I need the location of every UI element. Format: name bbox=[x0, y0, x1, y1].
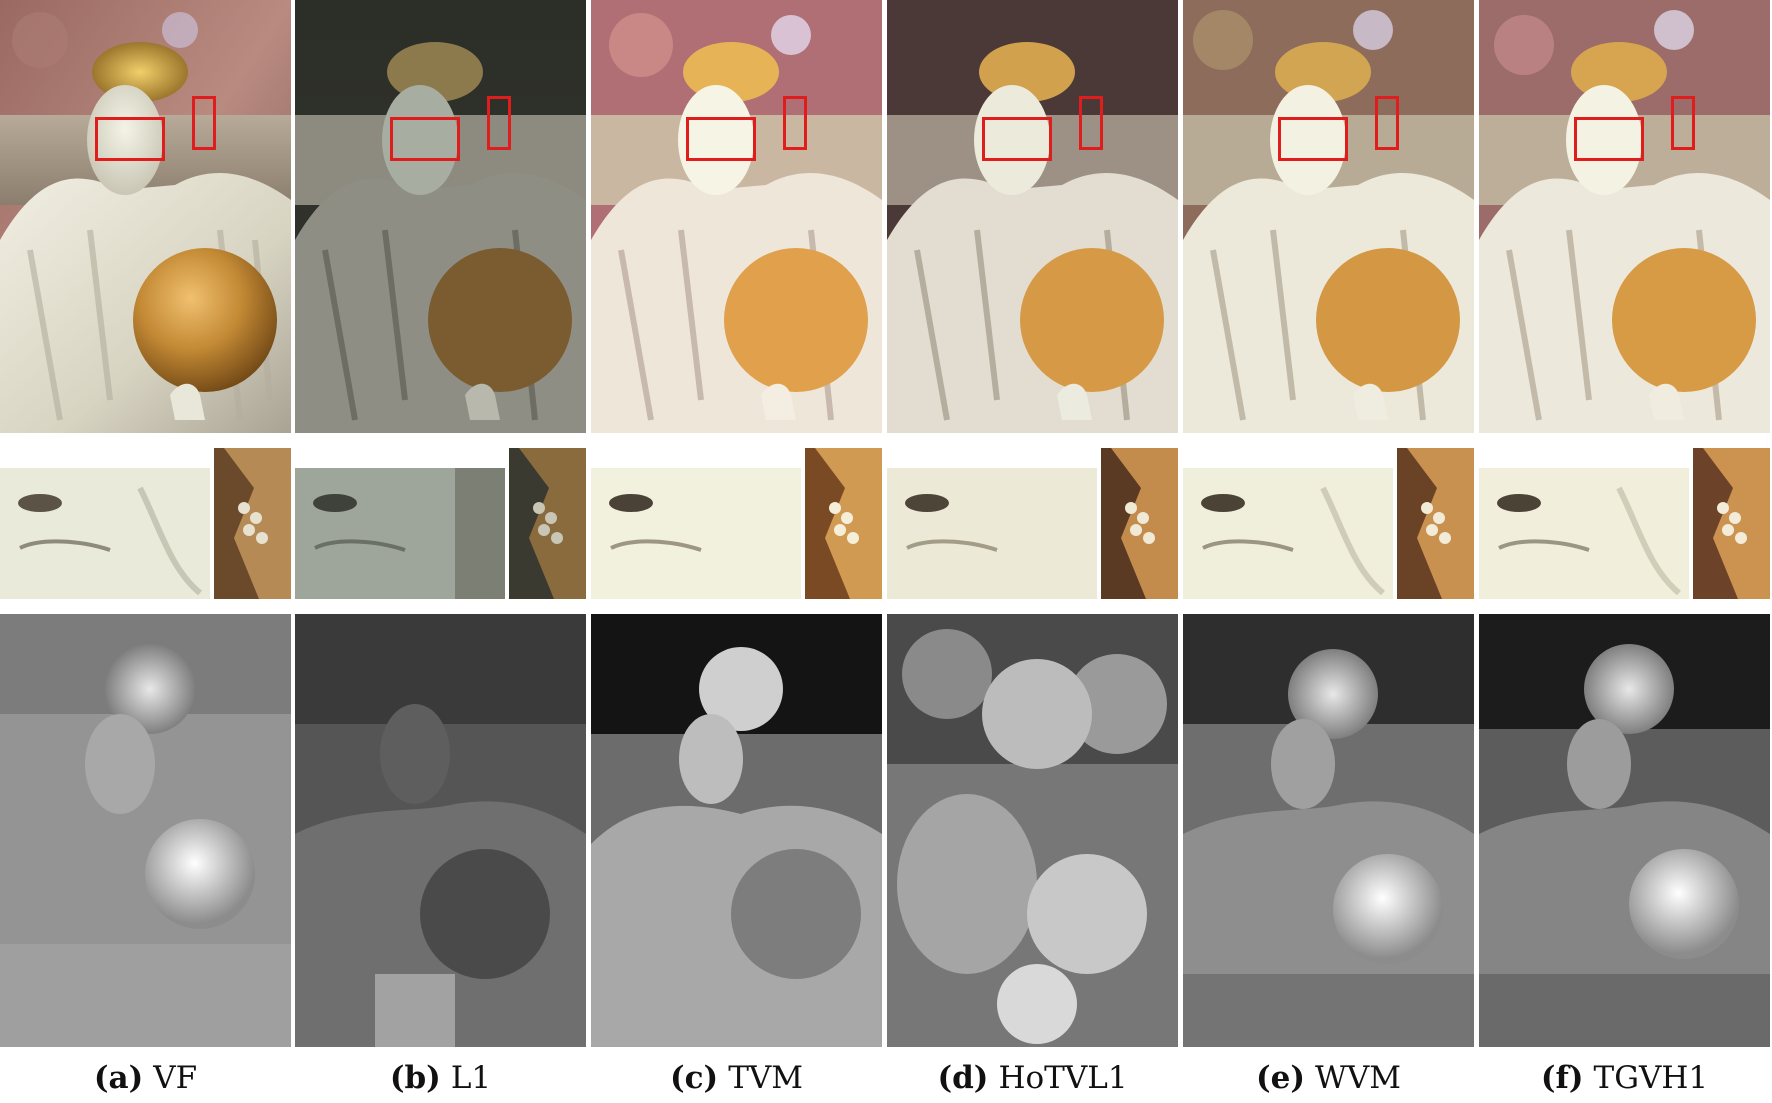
method-name: L1 bbox=[450, 1060, 492, 1096]
panel-tag: (d) bbox=[937, 1060, 989, 1096]
detail-roi-box bbox=[1079, 96, 1103, 150]
face-zoom-crop bbox=[887, 468, 1097, 599]
illumination-map bbox=[887, 614, 1178, 1047]
panel-f: (f) TGVH1 bbox=[1479, 0, 1770, 1103]
detail-roi-box bbox=[1375, 96, 1399, 150]
panel-tag: (a) bbox=[93, 1060, 144, 1096]
illumination-map bbox=[1479, 614, 1770, 1047]
panel-caption: (c) TVM bbox=[591, 1058, 882, 1098]
illumination-map bbox=[591, 614, 882, 1047]
detail-roi-box bbox=[487, 96, 511, 150]
detail-roi-box bbox=[1671, 96, 1695, 150]
face-roi-box bbox=[390, 117, 460, 161]
face-roi-box bbox=[686, 117, 756, 161]
illumination-map bbox=[295, 614, 586, 1047]
result-image bbox=[295, 0, 586, 433]
face-zoom-crop bbox=[1183, 468, 1393, 599]
face-zoom-crop bbox=[591, 468, 801, 599]
detail-roi-box bbox=[783, 96, 807, 150]
result-image bbox=[591, 0, 882, 433]
result-image bbox=[0, 0, 291, 433]
panel-d: (d) HoTVL1 bbox=[887, 0, 1178, 1103]
method-name: TVM bbox=[728, 1060, 804, 1096]
detail-zoom-crop bbox=[509, 448, 586, 599]
illumination-map bbox=[1183, 614, 1474, 1047]
result-image bbox=[1183, 0, 1474, 433]
method-name: VF bbox=[153, 1060, 198, 1096]
panel-tag: (b) bbox=[389, 1060, 441, 1096]
panel-a: (a) VF bbox=[0, 0, 291, 1103]
panel-caption: (d) HoTVL1 bbox=[887, 1058, 1178, 1098]
panel-tag: (c) bbox=[669, 1060, 719, 1096]
face-zoom-crop bbox=[1479, 468, 1689, 599]
face-roi-box bbox=[95, 117, 165, 161]
panel-caption: (e) WVM bbox=[1183, 1058, 1474, 1098]
panel-caption: (a) VF bbox=[0, 1058, 291, 1098]
panel-b: (b) L1 bbox=[295, 0, 586, 1103]
face-zoom-crop bbox=[0, 468, 210, 599]
panel-caption: (b) L1 bbox=[295, 1058, 586, 1098]
panel-caption: (f) TGVH1 bbox=[1479, 1058, 1770, 1098]
panel-c: (c) TVM bbox=[591, 0, 882, 1103]
detail-zoom-crop bbox=[1397, 448, 1474, 599]
method-name: TGVH1 bbox=[1593, 1060, 1709, 1096]
method-name: WVM bbox=[1315, 1060, 1402, 1096]
method-name: HoTVL1 bbox=[998, 1060, 1128, 1096]
result-image bbox=[1479, 0, 1770, 433]
face-roi-box bbox=[1574, 117, 1644, 161]
result-image bbox=[887, 0, 1178, 433]
detail-zoom-crop bbox=[1101, 448, 1178, 599]
panel-tag: (e) bbox=[1255, 1060, 1306, 1096]
face-zoom-crop bbox=[295, 468, 505, 599]
detail-zoom-crop bbox=[805, 448, 882, 599]
panel-e: (e) WVM bbox=[1183, 0, 1474, 1103]
illumination-map bbox=[0, 614, 291, 1047]
detail-roi-box bbox=[192, 96, 216, 150]
face-roi-box bbox=[982, 117, 1052, 161]
detail-zoom-crop bbox=[1693, 448, 1770, 599]
detail-zoom-crop bbox=[214, 448, 291, 599]
face-roi-box bbox=[1278, 117, 1348, 161]
panel-tag: (f) bbox=[1540, 1060, 1584, 1096]
